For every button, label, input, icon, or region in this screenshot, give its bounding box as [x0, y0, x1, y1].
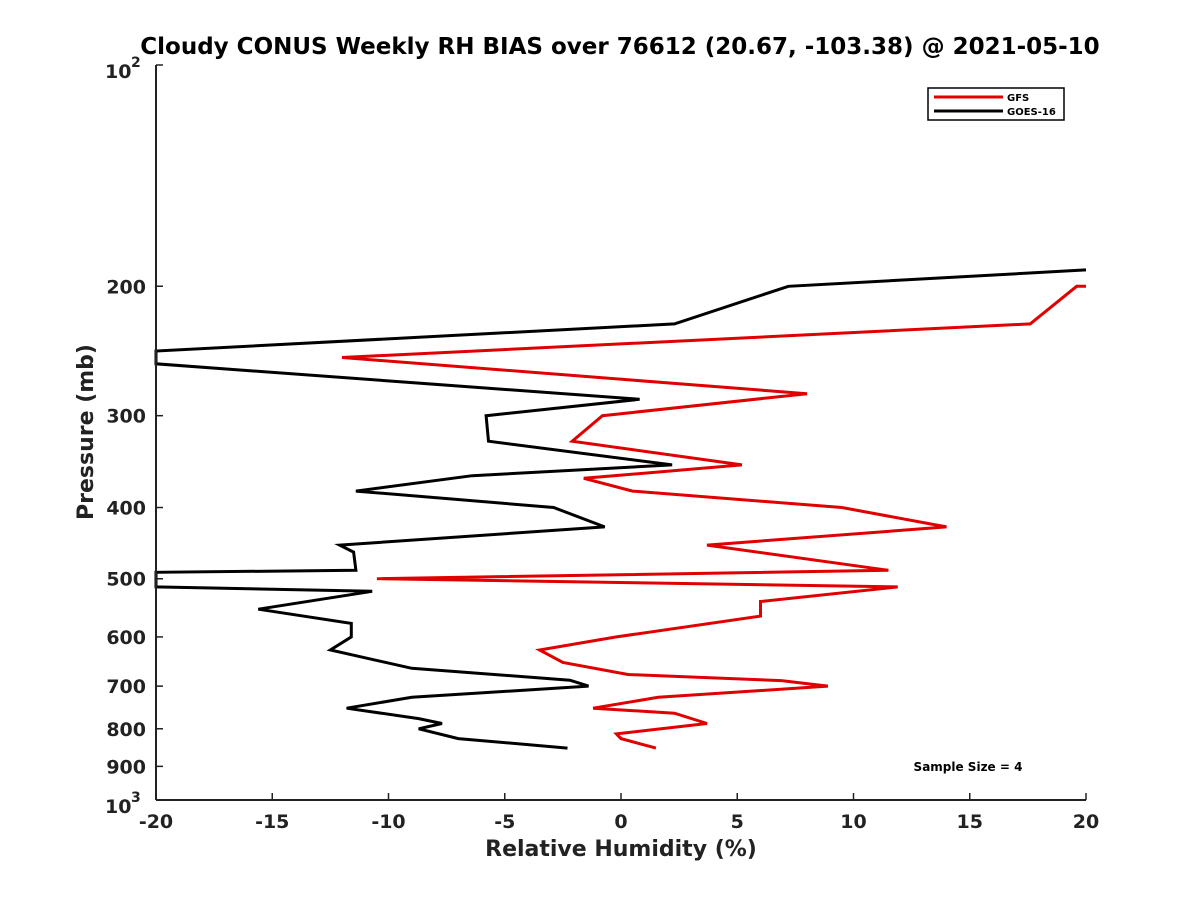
y-tick-label-exponent: 2: [131, 55, 141, 71]
y-tick-label: 400: [106, 498, 146, 520]
x-tick-label: 10: [840, 811, 866, 833]
legend-label-goes16: GOES-16: [1007, 107, 1056, 118]
legend: GFS GOES-16: [927, 87, 1065, 121]
series-line-gfs: [341, 284, 1086, 750]
y-tick-label: 700: [106, 676, 146, 698]
x-tick-label: -15: [255, 811, 289, 833]
legend-label-gfs: GFS: [1007, 93, 1029, 104]
y-tick-label-base: 10: [105, 796, 131, 818]
x-tick-label: -20: [139, 811, 173, 833]
y-tick-label-base: 10: [105, 61, 131, 83]
x-tick-label: -5: [494, 811, 515, 833]
y-tick-label: 500: [106, 569, 146, 591]
legend-box: [927, 87, 1065, 121]
y-axis-label: Pressure (mb): [74, 344, 99, 520]
y-tick-label: 300: [106, 406, 146, 428]
x-tick-label: 5: [731, 811, 744, 833]
x-tick-label: 0: [614, 811, 627, 833]
y-tick-label: 600: [106, 627, 146, 649]
y-tick-label: 800: [106, 719, 146, 741]
x-tick-label: 20: [1073, 811, 1099, 833]
chart-title: Cloudy CONUS Weekly RH BIAS over 76612 (…: [140, 34, 1099, 60]
x-axis-label: Relative Humidity (%): [485, 837, 757, 862]
x-tick-label: -10: [371, 811, 405, 833]
y-tick-label: 200: [106, 276, 146, 298]
x-tick-label: 15: [957, 811, 983, 833]
y-tick-label: 900: [106, 756, 146, 778]
sample-size-annotation: Sample Size = 4: [914, 760, 1023, 774]
y-tick-label-exponent: 3: [131, 790, 141, 806]
